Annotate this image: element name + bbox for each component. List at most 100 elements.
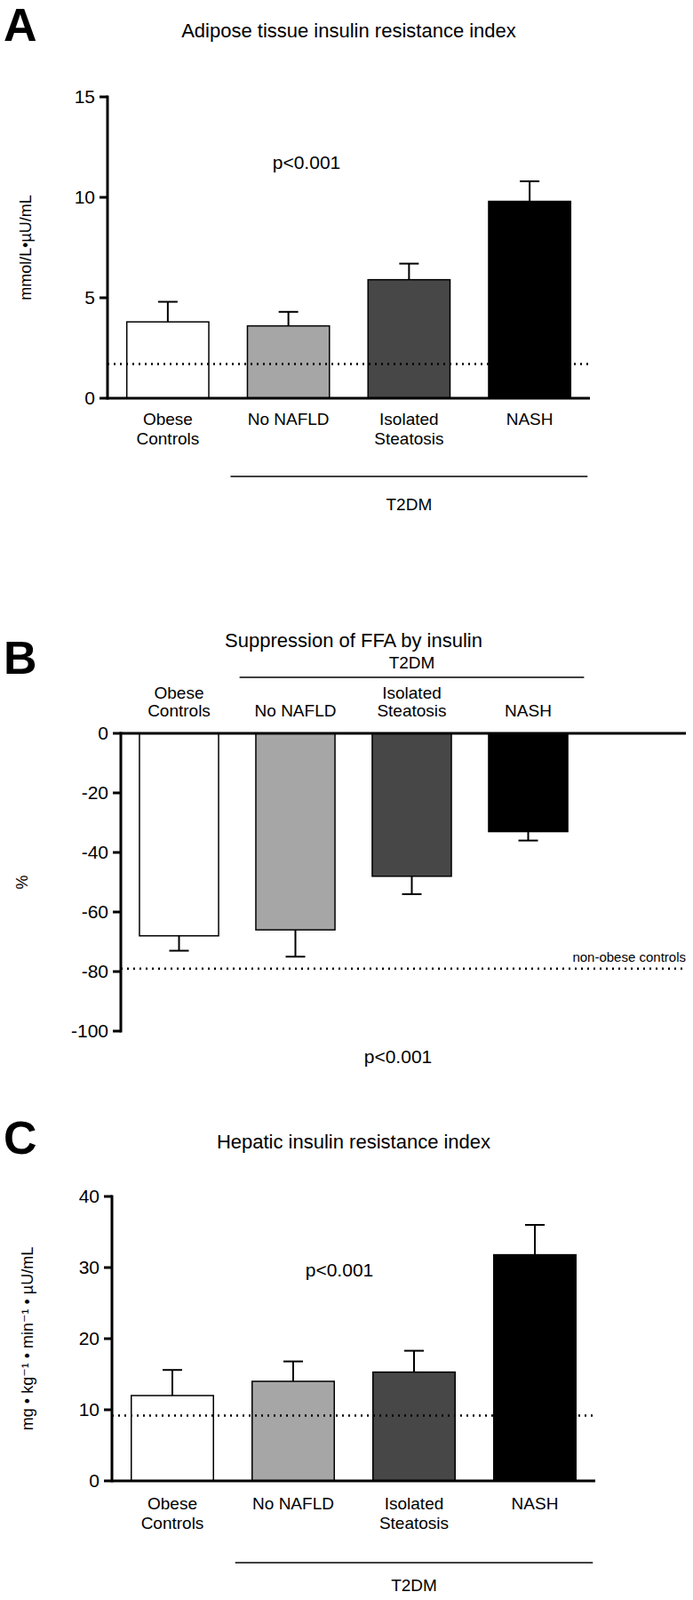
- y-tick-label: 15: [74, 86, 96, 107]
- bar: [488, 732, 568, 832]
- y-tick-label: -40: [81, 841, 109, 862]
- title: Suppression of FFA by insulin: [224, 629, 483, 652]
- error-bar: [518, 831, 539, 841]
- error-stem: [527, 831, 530, 841]
- group-bracket: [239, 676, 585, 678]
- category-label: No NAFLD: [252, 1493, 335, 1513]
- group-label: T2DM: [386, 494, 433, 514]
- y-tick-label: 10: [74, 186, 96, 208]
- error-cap: [402, 892, 423, 895]
- error-stem: [413, 1350, 415, 1372]
- error-bar: [286, 929, 306, 956]
- y-axis: [119, 732, 123, 1033]
- error-cap: [278, 310, 299, 313]
- group-bracket: [230, 475, 588, 478]
- y-tick-label: 10: [79, 1398, 100, 1419]
- category-label: ObeseControls: [141, 1493, 205, 1532]
- reference-line: [120, 966, 686, 970]
- category-label-line: No NAFLD: [254, 700, 337, 720]
- error-bar: [525, 1224, 545, 1255]
- error-bar: [283, 1361, 303, 1381]
- error-cap: [162, 1368, 183, 1371]
- y-tick: [103, 1408, 112, 1411]
- y-tick: [103, 1479, 112, 1482]
- error-bar: [402, 876, 423, 894]
- error-bar: [278, 311, 299, 327]
- y-axis-label: %: [13, 874, 32, 889]
- y-tick: [112, 1029, 121, 1033]
- category-label-line: Steatosis: [379, 1513, 449, 1532]
- y-tick-label: -100: [71, 1019, 109, 1041]
- y-tick-label: -60: [81, 900, 109, 922]
- bar: [488, 201, 571, 399]
- category-label: NASH: [504, 700, 552, 720]
- panel: BSuppression of FFA by insulinnon-obese …: [3, 629, 686, 1067]
- error-stem: [411, 876, 414, 894]
- bar: [139, 732, 219, 936]
- y-tick-label: 0: [88, 1469, 100, 1490]
- category-label: NASH: [511, 1493, 559, 1513]
- bar: [493, 1254, 576, 1481]
- category-label-line: Obese: [147, 1493, 198, 1513]
- bar: [131, 1394, 214, 1481]
- error-cap: [169, 949, 190, 952]
- error-stem: [294, 929, 297, 956]
- reference-line: [111, 1413, 596, 1417]
- bar: [372, 732, 452, 877]
- y-tick: [112, 851, 121, 854]
- category-label: ObeseControls: [136, 409, 200, 448]
- error-cap: [525, 1223, 545, 1226]
- error-cap: [518, 839, 539, 842]
- panel-letter: C: [3, 1111, 38, 1163]
- error-stem: [407, 263, 410, 280]
- category-label: NASH: [506, 409, 554, 429]
- title: Adipose tissue insulin resistance index: [181, 19, 517, 42]
- error-stem: [167, 302, 169, 323]
- category-label: IsolatedSteatosis: [376, 683, 447, 720]
- category-label-line: NASH: [504, 700, 552, 720]
- category-label: No NAFLD: [254, 700, 337, 720]
- y-tick-label: -20: [81, 781, 109, 803]
- y-tick: [103, 1337, 112, 1340]
- bar: [246, 326, 329, 399]
- error-bar: [169, 935, 190, 951]
- error-stem: [171, 1369, 174, 1395]
- y-axis: [106, 95, 110, 400]
- category-label: ObeseControls: [147, 683, 211, 720]
- x-axis: [107, 397, 590, 400]
- panel-letter: B: [3, 631, 38, 684]
- category-label-line: No NAFLD: [252, 1493, 335, 1513]
- category-label-line: NASH: [506, 409, 554, 429]
- category-label-line: Steatosis: [376, 700, 447, 720]
- plot-area: [111, 1224, 596, 1481]
- y-tick-label: -80: [81, 960, 109, 981]
- annotation: p<0.001: [364, 1045, 433, 1067]
- error-cap: [519, 180, 540, 183]
- category-label: No NAFLD: [247, 409, 330, 429]
- group-label: T2DM: [389, 653, 436, 672]
- y-tick: [99, 196, 108, 200]
- error-bar: [162, 1369, 183, 1395]
- y-axis-label: mg • kg⁻¹ • min⁻¹ • µU/mL: [18, 1246, 37, 1430]
- category-label-line: Controls: [141, 1513, 205, 1532]
- bar: [127, 321, 209, 399]
- y-tick: [112, 732, 121, 735]
- error-cap: [286, 955, 306, 957]
- category-label-line: Isolated: [379, 409, 439, 429]
- category-label-line: No NAFLD: [247, 409, 330, 429]
- y-tick: [99, 296, 108, 300]
- category-label-line: Isolated: [382, 683, 442, 702]
- bar: [367, 279, 450, 399]
- error-bar: [158, 302, 178, 323]
- category-label-line: Controls: [136, 429, 200, 448]
- plot-area: [107, 181, 590, 399]
- x-axis: [111, 1479, 596, 1482]
- error-cap: [398, 262, 419, 265]
- panel: CHepatic insulin resistance index0102030…: [3, 1111, 596, 1594]
- error-bar: [404, 1350, 424, 1372]
- category-label-line: Obese: [143, 409, 193, 429]
- panel-letter: A: [3, 0, 38, 51]
- error-stem: [292, 1361, 295, 1381]
- y-tick: [103, 1266, 112, 1269]
- y-tick: [112, 791, 121, 795]
